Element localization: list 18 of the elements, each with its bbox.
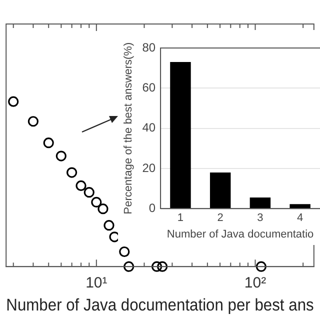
x-axis-title: Number of Java documentatio bbox=[166, 228, 314, 240]
x-axis-title: Number of Java documentation per best ans bbox=[6, 296, 314, 315]
bar bbox=[250, 198, 271, 208]
x-tick-label: 1 bbox=[177, 212, 184, 224]
y-axis-title: Percentage of the best answers(%) bbox=[122, 42, 135, 214]
x-tick-label: 4 bbox=[297, 212, 304, 224]
y-tick-label: 40 bbox=[142, 120, 156, 135]
x-tick-label: 2 bbox=[217, 212, 224, 224]
x-tick-label: 10¹ bbox=[86, 274, 108, 292]
bar bbox=[170, 62, 191, 208]
y-tick-label: 20 bbox=[142, 160, 156, 175]
x-tick-label: 3 bbox=[257, 212, 264, 224]
x-tick-label: 10² bbox=[244, 274, 266, 292]
y-tick-label: 60 bbox=[142, 80, 156, 94]
y-tick-label: 80 bbox=[142, 40, 156, 54]
bar bbox=[210, 172, 231, 208]
y-tick-label: 0 bbox=[148, 200, 156, 215]
bar bbox=[290, 204, 310, 208]
